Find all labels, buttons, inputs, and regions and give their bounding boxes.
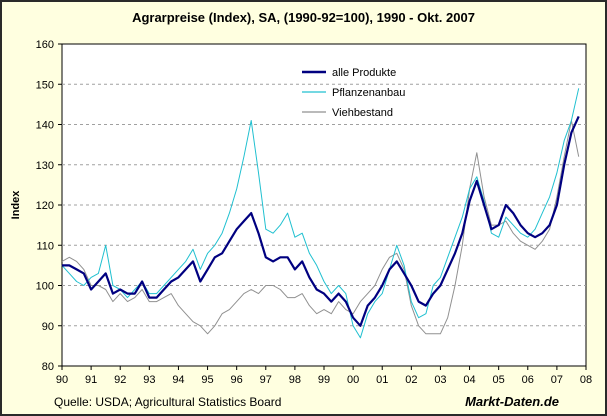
legend-label-alle-produkte: alle Produkte bbox=[332, 67, 396, 79]
x-tick-label-03: 03 bbox=[434, 374, 446, 386]
x-tick-label-90: 90 bbox=[56, 374, 68, 386]
y-tick-label-140: 140 bbox=[36, 120, 54, 132]
y-tick-label-80: 80 bbox=[42, 361, 54, 373]
series-line-pflanzenanbau bbox=[61, 88, 580, 339]
y-axis-label: Index bbox=[10, 190, 22, 220]
x-tick-label-02: 02 bbox=[405, 374, 417, 386]
brand-label: Markt-Daten.de bbox=[465, 394, 559, 409]
x-tick-label-06: 06 bbox=[522, 374, 534, 386]
x-tick-label-95: 95 bbox=[201, 374, 213, 386]
y-tick-label-120: 120 bbox=[36, 200, 54, 212]
legend-label-pflanzenanbau: Pflanzenanbau bbox=[332, 87, 405, 99]
y-tick-label-160: 160 bbox=[36, 39, 54, 51]
x-tick-label-99: 99 bbox=[318, 374, 330, 386]
x-tick-label-93: 93 bbox=[143, 374, 155, 386]
x-tick-label-00: 00 bbox=[347, 374, 359, 386]
x-tick-label-04: 04 bbox=[463, 374, 475, 386]
y-tick-label-100: 100 bbox=[36, 281, 54, 293]
chart-title: Agrarpreise (Index), SA, (1990-92=100), … bbox=[132, 10, 475, 25]
legend-label-viehbestand: Viehbestand bbox=[332, 107, 393, 119]
series-line-alle-produkte bbox=[62, 115, 580, 327]
y-tick-label-150: 150 bbox=[36, 79, 54, 91]
x-tick-label-97: 97 bbox=[260, 374, 272, 386]
source-note: Quelle: USDA; Agricultural Statistics Bo… bbox=[54, 395, 282, 409]
x-tick-label-07: 07 bbox=[551, 374, 563, 386]
x-tick-label-91: 91 bbox=[85, 374, 97, 386]
x-tick-label-08: 08 bbox=[580, 374, 592, 386]
x-tick-label-96: 96 bbox=[231, 374, 243, 386]
y-tick-label-90: 90 bbox=[42, 321, 54, 333]
y-tick-label-130: 130 bbox=[36, 160, 54, 172]
x-tick-label-98: 98 bbox=[289, 374, 301, 386]
x-tick-label-94: 94 bbox=[172, 374, 184, 386]
x-tick-label-92: 92 bbox=[114, 374, 126, 386]
y-tick-label-110: 110 bbox=[36, 240, 54, 252]
series-line-viehbestand bbox=[61, 120, 580, 335]
x-tick-label-01: 01 bbox=[376, 374, 388, 386]
x-tick-label-05: 05 bbox=[493, 374, 505, 386]
